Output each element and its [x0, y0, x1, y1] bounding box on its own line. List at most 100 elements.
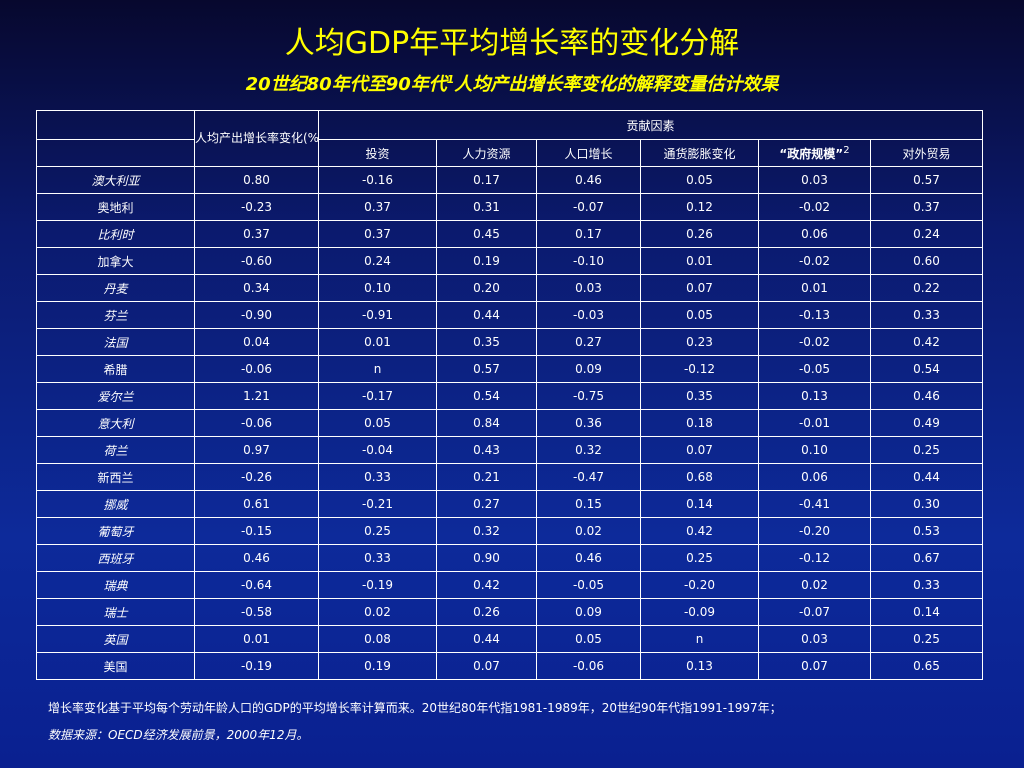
gdp-cell: -0.15: [194, 517, 319, 545]
value-cell: 0.54: [869, 355, 984, 383]
value-cell: 0.22: [869, 274, 984, 302]
value-cell: 0.45: [436, 220, 537, 248]
value-cell: -0.02: [758, 193, 871, 221]
value-cell: 0.33: [318, 544, 437, 572]
value-cell: 0.68: [640, 463, 759, 491]
value-cell: 0.46: [536, 544, 641, 572]
value-cell: 0.10: [758, 436, 871, 464]
value-cell: 0.19: [436, 247, 537, 275]
value-cell: -0.20: [758, 517, 871, 545]
value-cell: 0.18: [640, 409, 759, 437]
gdp-cell: 0.01: [194, 625, 319, 653]
table-row: 瑞士 -0.58 0.02 0.26 0.09 -0.09 -0.07 0.14: [36, 598, 984, 626]
table-row: 新西兰 -0.26 0.33 0.21 -0.47 0.68 0.06 0.44: [36, 463, 984, 491]
value-cell: 0.14: [869, 598, 984, 626]
table-row: 英国 0.01 0.08 0.44 0.05 n 0.03 0.25: [36, 625, 984, 653]
gdp-cell: -0.19: [194, 652, 319, 680]
value-cell: 0.24: [318, 247, 437, 275]
contributing-factors-header: 贡献因素: [317, 110, 984, 140]
country-cell: 希腊: [36, 355, 195, 383]
value-cell: 0.01: [758, 274, 871, 302]
value-cell: -0.12: [758, 544, 871, 572]
data-source-note: 数据来源：OECD经济发展前景，2000年12月。: [48, 728, 309, 742]
value-cell: 0.33: [869, 301, 984, 329]
value-cell: -0.13: [758, 301, 871, 329]
value-cell: -0.02: [758, 247, 871, 275]
value-cell: -0.05: [758, 355, 871, 383]
value-cell: 0.43: [436, 436, 537, 464]
value-cell: 0.14: [640, 490, 759, 518]
value-cell: 0.46: [869, 382, 984, 410]
value-cell: 0.46: [536, 166, 641, 194]
country-cell: 葡萄牙: [36, 517, 195, 545]
value-cell: -0.10: [536, 247, 641, 275]
table-row: 葡萄牙 -0.15 0.25 0.32 0.02 0.42 -0.20 0.53: [36, 517, 984, 545]
value-cell: 0.54: [436, 382, 537, 410]
gdp-cell: 0.34: [194, 274, 319, 302]
value-cell: 0.09: [536, 598, 641, 626]
value-cell: 0.44: [436, 625, 537, 653]
country-cell: 荷兰: [36, 436, 195, 464]
gdp-column-header: 人均产出增长率变化(%): [194, 110, 319, 167]
value-cell: 0.02: [758, 571, 871, 599]
country-cell: 新西兰: [36, 463, 195, 491]
col-header-human-resources: 人力资源: [436, 139, 537, 167]
value-cell: -0.19: [318, 571, 437, 599]
value-cell: 0.26: [436, 598, 537, 626]
value-cell: n: [318, 355, 437, 383]
value-cell: 0.25: [869, 625, 984, 653]
value-cell: -0.06: [536, 652, 641, 680]
value-cell: 0.36: [536, 409, 641, 437]
value-cell: 0.26: [640, 220, 759, 248]
value-cell: 0.08: [318, 625, 437, 653]
col-header-inflation-change: 通货膨胀变化: [640, 139, 759, 167]
value-cell: 0.03: [758, 625, 871, 653]
value-cell: 0.53: [869, 517, 984, 545]
value-cell: 0.07: [640, 436, 759, 464]
value-cell: 0.05: [640, 166, 759, 194]
country-cell: 芬兰: [36, 301, 195, 329]
country-cell: 挪威: [36, 490, 195, 518]
table-row: 爱尔兰 1.21 -0.17 0.54 -0.75 0.35 0.13 0.46: [36, 382, 984, 410]
value-cell: 0.44: [436, 301, 537, 329]
value-cell: 0.12: [640, 193, 759, 221]
col-header-investment: 投资: [318, 139, 437, 167]
value-cell: 0.13: [640, 652, 759, 680]
value-cell: 0.05: [640, 301, 759, 329]
value-cell: 0.17: [436, 166, 537, 194]
value-cell: -0.09: [640, 598, 759, 626]
value-cell: 0.02: [318, 598, 437, 626]
value-cell: 0.09: [536, 355, 641, 383]
table-row: 比利时 0.37 0.37 0.45 0.17 0.26 0.06 0.24: [36, 220, 984, 248]
growth-decomposition-table: 人均产出增长率变化(%) 贡献因素 投资 人力资源 人口增长 通货膨胀变化 “政…: [36, 110, 984, 680]
value-cell: -0.05: [536, 571, 641, 599]
country-cell: 意大利: [36, 409, 195, 437]
gdp-cell: 0.61: [194, 490, 319, 518]
value-cell: 0.06: [758, 463, 871, 491]
value-cell: -0.07: [536, 193, 641, 221]
value-cell: 0.07: [758, 652, 871, 680]
value-cell: 0.42: [436, 571, 537, 599]
value-cell: 0.23: [640, 328, 759, 356]
gdp-cell: 0.04: [194, 328, 319, 356]
table-row: 奥地利 -0.23 0.37 0.31 -0.07 0.12 -0.02 0.3…: [36, 193, 984, 221]
value-cell: 0.30: [869, 490, 984, 518]
value-cell: 0.17: [536, 220, 641, 248]
value-cell: 0.01: [640, 247, 759, 275]
table-row: 西班牙 0.46 0.33 0.90 0.46 0.25 -0.12 0.67: [36, 544, 984, 572]
table-row: 澳大利亚 0.80 -0.16 0.17 0.46 0.05 0.03 0.57: [36, 166, 984, 194]
value-cell: -0.07: [758, 598, 871, 626]
value-cell: 0.02: [536, 517, 641, 545]
value-cell: 0.25: [318, 517, 437, 545]
country-cell: 丹麦: [36, 274, 195, 302]
col-header-population-growth: 人口增长: [536, 139, 641, 167]
value-cell: 0.32: [436, 517, 537, 545]
country-cell: 法国: [36, 328, 195, 356]
value-cell: -0.01: [758, 409, 871, 437]
value-cell: 0.07: [640, 274, 759, 302]
value-cell: 0.15: [536, 490, 641, 518]
value-cell: 0.05: [536, 625, 641, 653]
gdp-cell: 0.46: [194, 544, 319, 572]
value-cell: 0.90: [436, 544, 537, 572]
value-cell: -0.17: [318, 382, 437, 410]
